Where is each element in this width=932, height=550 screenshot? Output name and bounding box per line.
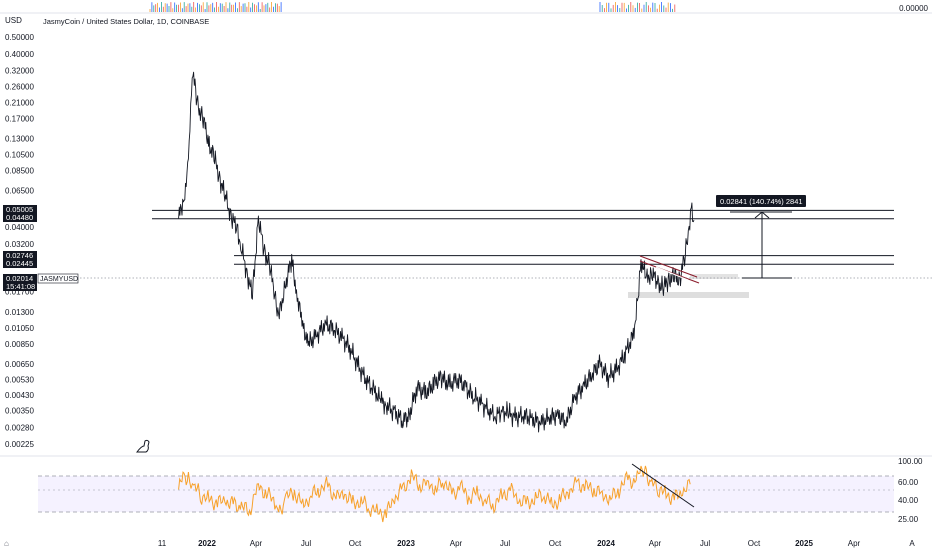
time-tick-label: Oct — [748, 539, 761, 548]
measure-label: 0.02841 (140.74%) 2841 — [720, 197, 803, 206]
price-tick-label: 0.04000 — [5, 223, 34, 232]
currency-label: USD — [5, 16, 22, 25]
support-zone-lower — [628, 292, 749, 298]
tag-upper-2: 0.04480 — [6, 213, 33, 222]
chart-title: JasmyCoin / United States Dollar, 1D, CO… — [43, 17, 209, 26]
price-tick-label: 0.50000 — [5, 33, 34, 42]
rsi-tick-label: 40.00 — [898, 496, 919, 505]
current-symbol: JASMYUSD — [40, 276, 78, 283]
time-tick-label: 2023 — [397, 539, 415, 548]
price-series-line — [178, 71, 695, 433]
price-tick-label: 0.10500 — [5, 151, 34, 160]
price-tick-label: 0.01050 — [5, 324, 34, 333]
time-tick-label: Jul — [700, 539, 710, 548]
falling-wedge-drawing — [639, 255, 700, 284]
price-tick-label: 0.00650 — [5, 360, 34, 369]
price-tick-label: 0.21000 — [5, 98, 34, 107]
price-tick-label: 0.03200 — [5, 240, 34, 249]
rsi-pane[interactable]: 100.00 60.00 40.00 25.00 — [38, 457, 923, 524]
rsi-series-line — [178, 465, 691, 523]
tag-middle-1: 0.02746 — [6, 251, 33, 260]
price-tick-label: 0.00850 — [5, 340, 34, 349]
tag-middle-2: 0.02445 — [6, 259, 33, 268]
price-axis[interactable]: 0.50000 0.40000 0.32000 0.26000 0.21000 0.170… — [5, 33, 34, 449]
price-tick-label: 0.00350 — [5, 407, 34, 416]
time-tick-label: A — [909, 539, 915, 548]
price-tick-label: 0.40000 — [5, 50, 34, 59]
time-tick-label: Apr — [450, 539, 463, 548]
current-price-value: 0.02014 — [6, 274, 33, 283]
rsi-trendline — [631, 463, 695, 508]
price-tick-label: 0.32000 — [5, 67, 34, 76]
time-tick-label: Jul — [301, 539, 311, 548]
price-tick-label: 0.00280 — [5, 424, 34, 433]
time-tick-label: Apr — [848, 539, 861, 548]
price-tick-label: 0.00225 — [5, 440, 34, 449]
rsi-axis: 100.00 60.00 40.00 25.00 — [898, 457, 923, 524]
support-zone-upper — [690, 274, 738, 279]
time-tick-label: Oct — [549, 539, 562, 548]
time-tick-label: Apr — [649, 539, 662, 548]
measure-label-box — [716, 195, 806, 207]
price-tick-label: 0.08500 — [5, 166, 34, 175]
price-tag-middle: 0.02746 0.02445 — [3, 251, 37, 268]
price-tick-label: 0.01700 — [5, 288, 34, 297]
top-strip-pane: 0.00000 — [0, 2, 932, 14]
time-tick-label: 11 — [158, 539, 167, 548]
time-tick-label: Jul — [500, 539, 510, 548]
time-tick-label: 2022 — [198, 539, 216, 548]
measure-tool: 0.02841 (140.74%) 2841 — [716, 195, 806, 279]
top-strip-indicator — [149, 2, 676, 12]
time-tick-label: Apr — [250, 539, 263, 548]
price-pane[interactable]: 0.50000 0.40000 0.32000 0.26000 0.21000 0.170… — [3, 33, 932, 453]
timezone-icon[interactable]: ⌂ — [4, 539, 9, 548]
price-tick-label: 0.13000 — [5, 134, 34, 143]
price-tick-label: 0.01300 — [5, 308, 34, 317]
tradingview-logo-icon — [135, 439, 150, 453]
rsi-tick-label: 60.00 — [898, 478, 919, 487]
price-tick-label: 0.17000 — [5, 114, 34, 123]
rsi-band — [38, 476, 894, 512]
rsi-tick-label: 25.00 — [898, 515, 919, 524]
horizontal-levels — [152, 209, 894, 265]
time-axis[interactable]: 11 2022 Apr Jul Oct 2023 Apr Jul Oct 2024 Apr Jul Oc… — [158, 539, 915, 548]
top-pane-value: 0.00000 — [899, 4, 928, 13]
price-tag-upper: 0.05005 0.04480 — [3, 205, 37, 222]
time-tick-label: 2025 — [795, 539, 813, 548]
price-tick-label: 0.26000 — [5, 82, 34, 91]
current-price-time: 15:41:08 — [6, 282, 35, 291]
current-price-tag: 0.02014 15:41:08 JASMYUSD — [3, 273, 79, 291]
rsi-tick-label: 100.00 — [898, 457, 923, 466]
time-tick-label: 2024 — [597, 539, 615, 548]
time-tick-label: Oct — [349, 539, 362, 548]
tag-upper-1: 0.05005 — [6, 205, 33, 214]
price-tick-label: 0.00430 — [5, 391, 34, 400]
price-tick-label: 0.00530 — [5, 375, 34, 384]
price-tick-label: 0.06500 — [5, 187, 34, 196]
